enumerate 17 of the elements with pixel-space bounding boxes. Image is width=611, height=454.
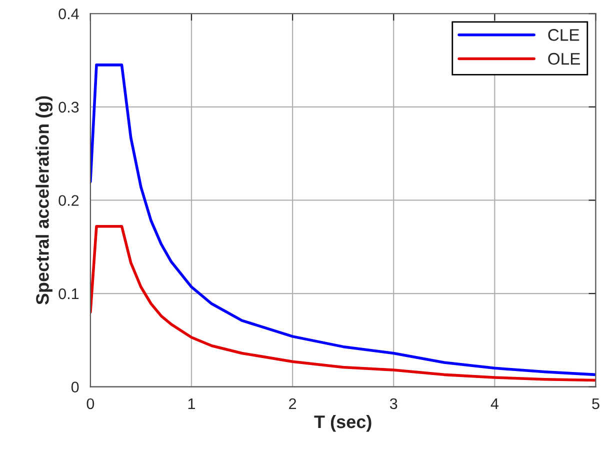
x-tick-label: 1 <box>188 398 195 409</box>
x-tick-label: 2 <box>289 398 296 409</box>
legend-label: OLE <box>548 52 580 65</box>
line-series <box>90 224 596 382</box>
y-axis-title: Spectral acceleration (g) <box>36 96 53 305</box>
y-tick-label: 0.1 <box>58 288 79 300</box>
x-tick-label: 0 <box>86 398 94 410</box>
y-tick-label: 0.4 <box>58 8 79 20</box>
x-tick-label: 5 <box>592 398 600 410</box>
line-series <box>90 64 596 376</box>
y-tick-label: 0 <box>71 382 79 392</box>
legend-label: CLE <box>548 29 580 41</box>
x-tick-label: 3 <box>390 398 398 410</box>
x-tick-label: 4 <box>490 398 498 409</box>
x-axis-title: T (sec) <box>314 414 372 432</box>
y-tick-label: 0.2 <box>58 195 79 206</box>
y-tick-label: 0.3 <box>58 102 79 113</box>
